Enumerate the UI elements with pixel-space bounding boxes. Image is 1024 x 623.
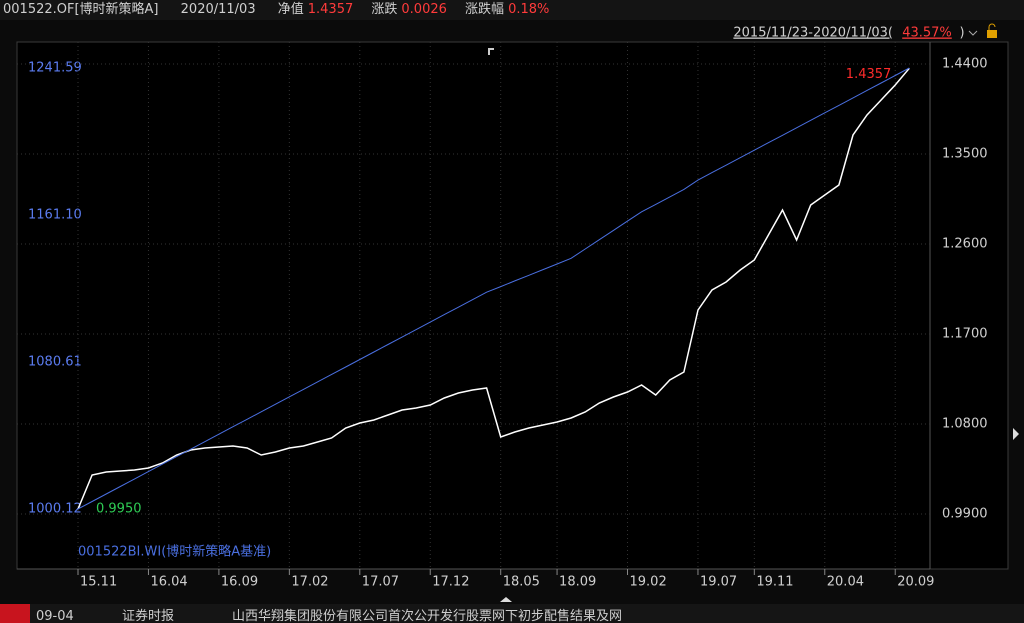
news-ticker: 09-04 证券时报 山西华翔集团股份有限公司首次公开发行股票网下初步配售结果及… — [0, 604, 1024, 623]
period: 2015/11/23-2020/11/03( — [733, 26, 893, 41]
y-tick-label: 1.1700 — [942, 327, 988, 342]
y-tick-label: 1.2600 — [942, 237, 988, 252]
arrow[interactable] — [1013, 428, 1019, 440]
news-date: 09-04 — [36, 609, 74, 623]
value: 0.18% — [508, 2, 550, 17]
value-label: 0.9950 — [96, 502, 142, 517]
period: ) — [959, 26, 964, 41]
period-change: 43.57% — [902, 26, 952, 41]
data-line — [77, 67, 910, 510]
label: 涨跌幅 — [465, 2, 505, 17]
y2-tick-label: 1241.59 — [28, 60, 82, 75]
x-tick-label: 19.11 — [756, 575, 793, 590]
data-line — [77, 67, 910, 510]
lock-icon[interactable] — [987, 30, 997, 38]
x-tick-label: 18.05 — [503, 575, 540, 590]
x-tick-label: 18.09 — [559, 575, 596, 590]
plot-frame — [16, 41, 1009, 570]
y2-tick-label: 1080.61 — [28, 354, 82, 369]
date: 2020/11/03 — [180, 2, 256, 17]
x-tick-label: 17.07 — [362, 575, 399, 590]
news-source[interactable]: 证券时报 — [122, 609, 175, 623]
dropdown-icon[interactable] — [968, 30, 978, 36]
x-tick-label: 20.09 — [897, 575, 934, 590]
chart: 2015/11/23-2020/11/03( 43.57% ) 1.4400 1.… — [0, 20, 1024, 604]
icon — [0, 604, 30, 623]
y-tick-label: 1.3500 — [942, 147, 988, 162]
value: 1.4357 — [307, 2, 354, 17]
x-tick-label: 19.07 — [700, 575, 737, 590]
y-tick-label: 1.0800 — [942, 417, 988, 432]
x-tick-label: 17.02 — [291, 575, 328, 590]
value-label: 1.4357 — [846, 67, 892, 82]
legend-label: 001522BI.WI(博时新策略A基准) — [78, 544, 271, 560]
header: 001522.OF[博时新策略A] 2020/11/03 净值 1.4357 涨跌… — [0, 0, 1024, 20]
y-tick-label: 1.4400 — [942, 57, 988, 72]
value: 0.0026 — [401, 2, 447, 17]
y-tick-label: 0.9900 — [942, 507, 988, 522]
x-tick-label: 15.11 — [80, 575, 117, 590]
x-tick-label: 16.09 — [221, 575, 258, 590]
x-tick-label: 16.04 — [150, 575, 187, 590]
x-tick-label: 20.04 — [827, 575, 864, 590]
y2-tick-label: 1000.12 — [28, 501, 82, 516]
news-headline[interactable]: 山西华翔集团股份有限公司首次公开发行股票网下初步配售结果及网 — [232, 609, 623, 623]
fund-code: 001522.OF[博时新策略A] — [3, 2, 159, 17]
arrow[interactable] — [500, 597, 512, 602]
marker — [488, 48, 494, 55]
label: 涨跌 — [371, 2, 398, 17]
label: 净值 — [277, 2, 304, 17]
x-tick-label: 19.02 — [630, 575, 667, 590]
lock-icon — [988, 23, 996, 30]
y2-tick-label: 1161.10 — [28, 207, 82, 222]
x-tick-label: 17.12 — [432, 575, 469, 590]
